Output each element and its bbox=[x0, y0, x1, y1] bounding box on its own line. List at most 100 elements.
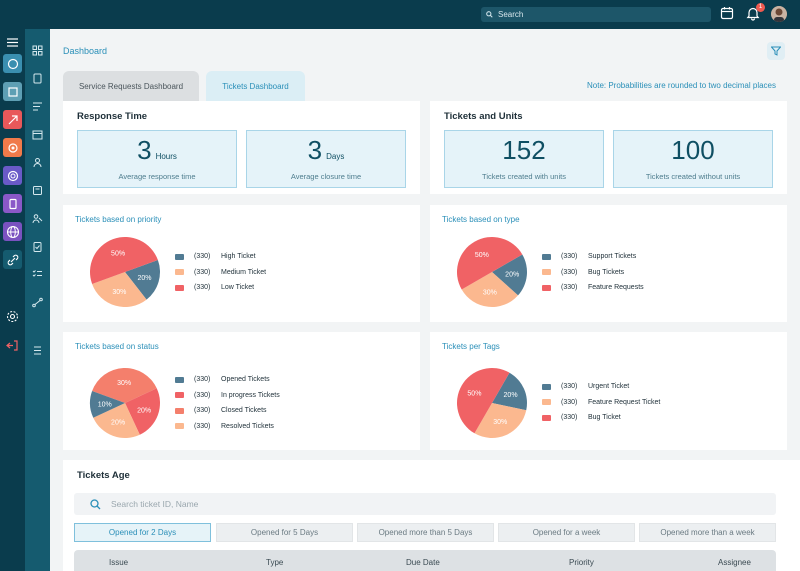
legend-label: Resolved Tickets bbox=[221, 422, 274, 430]
main-content: Dashboard Service Requests Dashboard Tic… bbox=[50, 29, 800, 571]
calendar-icon[interactable] bbox=[720, 6, 734, 20]
pie-slice bbox=[92, 272, 147, 307]
app-icon-4[interactable] bbox=[3, 138, 22, 157]
pie-slice-label: 10% bbox=[98, 401, 112, 408]
pie-title: Tickets based on status bbox=[75, 342, 159, 351]
legend-count: (330) bbox=[561, 398, 578, 406]
pie-card-status: Tickets based on status 30% 20% 20% 10% (33… bbox=[63, 332, 420, 450]
gear-icon[interactable] bbox=[6, 310, 19, 323]
pie-legend: (330) Support Tickets (330) Bug Tickets (330… bbox=[542, 249, 644, 296]
metric-label: Average closure time bbox=[290, 172, 362, 181]
checklist-icon[interactable] bbox=[32, 269, 43, 280]
tab-tickets[interactable]: Tickets Dashboard bbox=[206, 71, 305, 101]
pie-slice bbox=[461, 272, 519, 307]
column-issue[interactable]: Issue bbox=[109, 558, 129, 567]
pie-slice-label: 20% bbox=[505, 272, 519, 279]
filter-opened-week[interactable]: Opened for a week bbox=[498, 523, 635, 542]
tab-service-requests[interactable]: Service Requests Dashboard bbox=[63, 71, 199, 101]
user-icon[interactable] bbox=[32, 157, 43, 168]
column-type[interactable]: Type bbox=[266, 558, 284, 567]
breadcrumb[interactable]: Dashboard bbox=[63, 46, 108, 56]
legend-item: (330) High Ticket bbox=[175, 249, 266, 265]
card-title: Tickets and Units bbox=[444, 111, 523, 122]
app-icon-5[interactable] bbox=[3, 166, 22, 185]
legend-label: Urgent Ticket bbox=[588, 383, 630, 391]
list-filter-icon[interactable] bbox=[32, 101, 43, 112]
legend-item: (330) Opened Tickets bbox=[175, 372, 280, 388]
pie-slice bbox=[125, 260, 160, 300]
legend-swatch bbox=[175, 376, 184, 383]
logout-icon[interactable] bbox=[6, 339, 19, 352]
app-icon-3[interactable] bbox=[3, 110, 22, 129]
link-icon[interactable] bbox=[3, 250, 22, 269]
collapse-menu-icon[interactable] bbox=[32, 345, 43, 356]
app-icon-6[interactable] bbox=[3, 194, 22, 213]
app-icon-1[interactable] bbox=[3, 54, 22, 73]
pie-slice bbox=[474, 403, 527, 438]
pie-title: Tickets based on type bbox=[442, 215, 520, 224]
pie-slice bbox=[457, 237, 523, 290]
filter-button[interactable] bbox=[767, 42, 785, 60]
legend-label: High Ticket bbox=[221, 253, 256, 261]
column-due-date[interactable]: Due Date bbox=[406, 558, 440, 567]
legend-item: (330) Feature Requests bbox=[542, 280, 644, 296]
pie-slice bbox=[90, 391, 125, 418]
legend-swatch bbox=[542, 253, 551, 260]
legend-item: (330) In progress Tickets bbox=[175, 388, 280, 404]
legend-item: (330) Low Ticket bbox=[175, 280, 266, 296]
calendar-nav-icon[interactable] bbox=[32, 129, 43, 140]
legend-item: (330) Medium Ticket bbox=[175, 265, 266, 281]
filter-icon bbox=[771, 46, 781, 56]
search-input[interactable]: Search bbox=[481, 7, 711, 22]
pie-slice-label: 20% bbox=[111, 420, 125, 427]
legend-swatch bbox=[175, 269, 184, 276]
pie-chart: 20% 30% 50% bbox=[457, 368, 527, 438]
filter-opened-5-days[interactable]: Opened for 5 Days bbox=[216, 523, 353, 542]
card-title: Tickets Age bbox=[77, 470, 130, 481]
top-bar: Search 1 bbox=[0, 0, 800, 29]
legend-swatch bbox=[542, 269, 551, 276]
bell-icon[interactable] bbox=[746, 6, 760, 21]
legend-count: (330) bbox=[194, 391, 211, 399]
legend-count: (330) bbox=[194, 284, 211, 292]
filter-opened-2-days[interactable]: Opened for 2 Days bbox=[74, 523, 211, 542]
response-time-card: Response Time 3 Hours Average response ti… bbox=[63, 101, 420, 194]
pie-slice-label: 20% bbox=[504, 392, 518, 399]
ticket-icon[interactable] bbox=[32, 185, 43, 196]
filter-opened-more-5-days[interactable]: Opened more than 5 Days bbox=[357, 523, 494, 542]
legend-label: Feature Requests bbox=[588, 284, 644, 292]
legend-count: (330) bbox=[561, 383, 578, 391]
legend-item: (330) Bug Tickets bbox=[542, 265, 644, 281]
globe-icon[interactable] bbox=[3, 222, 22, 241]
legend-label: Bug Tickets bbox=[588, 268, 625, 276]
users-icon[interactable] bbox=[32, 213, 43, 224]
search-placeholder: Search bbox=[498, 10, 524, 19]
metric-value: 100 bbox=[671, 135, 715, 165]
pie-slice-label: 50% bbox=[467, 390, 481, 397]
menu-icon[interactable] bbox=[7, 38, 18, 47]
legend-item: (330) Feature Request Ticket bbox=[542, 395, 660, 411]
pie-chart: 20% 30% 50% bbox=[90, 237, 160, 307]
legend-count: (330) bbox=[194, 376, 211, 384]
metric-with-units: 152 Tickets created with units bbox=[444, 130, 604, 188]
pie-card-tags: Tickets per Tags 20% 30% 50% (330) Urgent T… bbox=[430, 332, 787, 450]
workflow-icon[interactable] bbox=[32, 297, 43, 308]
ticket-search-input[interactable]: Search ticket ID, Name bbox=[74, 493, 776, 515]
app-icon-2[interactable] bbox=[3, 82, 22, 101]
pie-slice bbox=[90, 237, 158, 284]
legend-swatch bbox=[175, 253, 184, 260]
legend-item: (330) Support Tickets bbox=[542, 249, 644, 265]
filter-opened-more-week[interactable]: Opened more than a week bbox=[639, 523, 776, 542]
pie-slice bbox=[492, 254, 527, 296]
grid-icon[interactable] bbox=[32, 45, 43, 56]
clipboard-icon[interactable] bbox=[32, 241, 43, 252]
pie-slice bbox=[492, 372, 527, 411]
column-priority[interactable]: Priority bbox=[569, 558, 594, 567]
pie-slice-label: 30% bbox=[112, 289, 126, 296]
pie-chart: 30% 20% 20% 10% bbox=[90, 368, 160, 438]
document-icon[interactable] bbox=[32, 73, 43, 84]
avatar[interactable] bbox=[771, 6, 787, 22]
pie-title: Tickets per Tags bbox=[442, 342, 500, 351]
column-assignee[interactable]: Assignee bbox=[718, 558, 751, 567]
app-rail bbox=[0, 29, 25, 571]
